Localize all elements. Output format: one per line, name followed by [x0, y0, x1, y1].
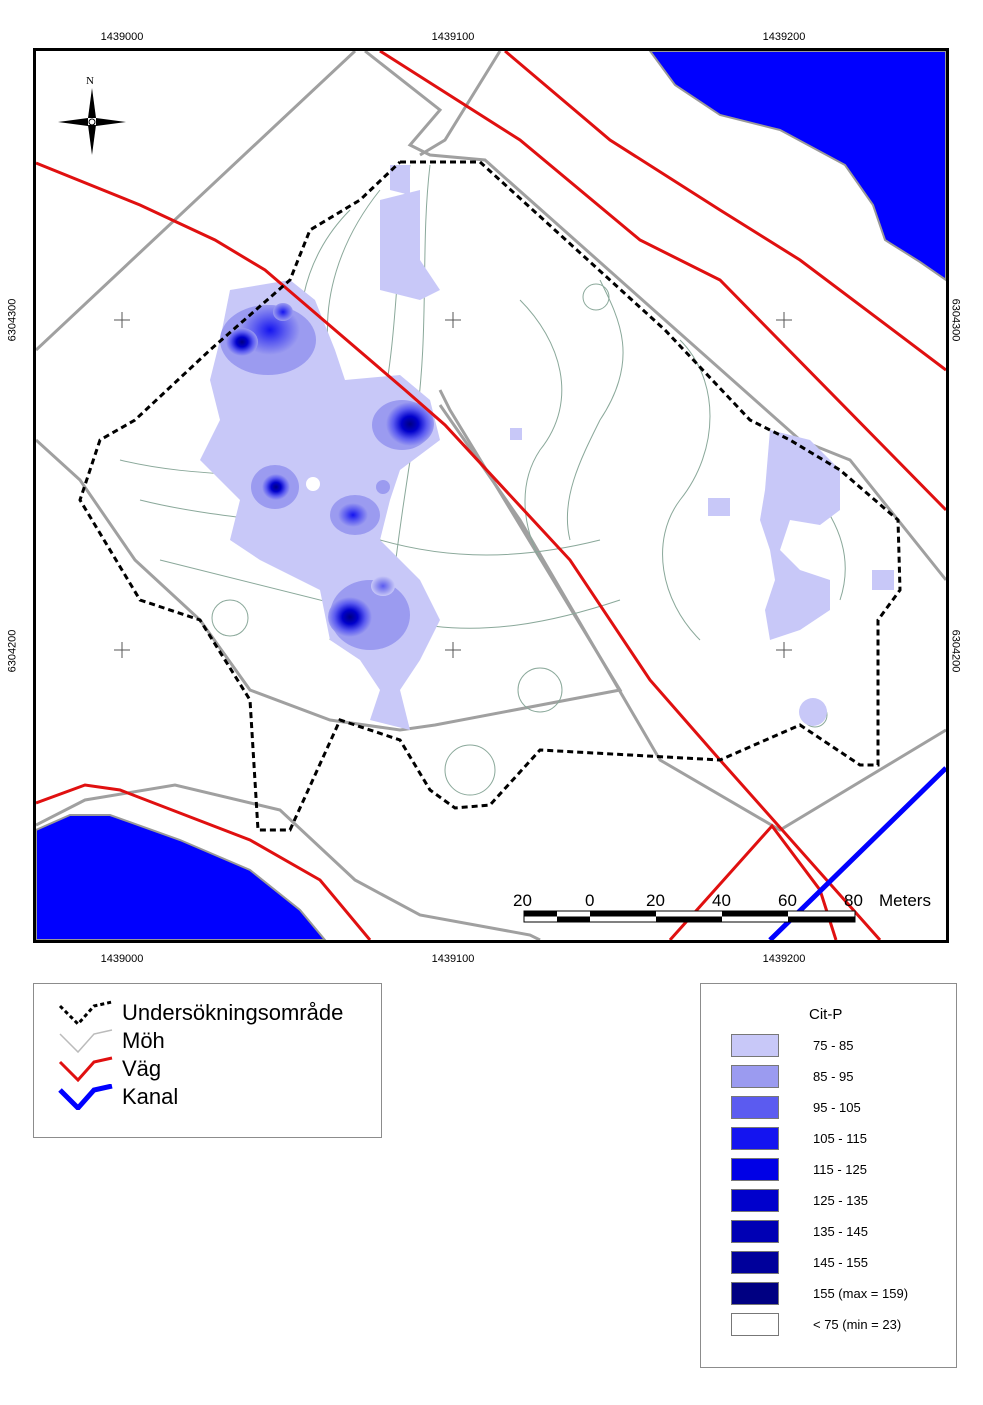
coord-left-1: 6304300: [6, 298, 19, 342]
cit-p-class-swatch: [731, 1127, 779, 1150]
scale-label-60: 60: [778, 891, 797, 910]
cit-p-class-row: 145 - 155: [731, 1251, 941, 1275]
dashed-zigzag-icon: [58, 1000, 113, 1026]
coord-bottom-3: 1439200: [762, 953, 806, 965]
scale-label-0: 0: [585, 891, 595, 910]
legend-label-moh: Möh: [122, 1028, 165, 1053]
cit-p-class-label: < 75 (min = 23): [813, 1317, 902, 1332]
cit-p-legend: Cit-P 75 - 85 85 - 95 95 - 105 105 - 115 115…: [700, 983, 957, 1368]
north-arrow-icon: N: [58, 75, 126, 155]
water-body-northeast: [648, 51, 946, 282]
scale-unit-label: Meters: [879, 891, 931, 910]
scale-label-40: 40: [712, 891, 731, 910]
cit-p-class-swatch: [731, 1034, 779, 1057]
cit-p-class-label: 125 - 135: [813, 1193, 868, 1208]
cit-p-class-swatch: [731, 1251, 779, 1274]
coord-right-2: 6304200: [949, 629, 962, 673]
cit-p-class-swatch: [731, 1220, 779, 1243]
elevation-lines: [36, 51, 946, 940]
cit-p-class-swatch: [731, 1189, 779, 1212]
cit-p-class-row: 75 - 85: [731, 1034, 941, 1058]
legend-label-survey-area: Undersökningsområde: [122, 1000, 344, 1025]
grid-crosses: [114, 312, 792, 658]
cit-p-class-row: 105 - 115: [731, 1127, 941, 1151]
cit-p-class-label: 95 - 105: [813, 1100, 861, 1115]
cit-p-legend-title: Cit-P: [809, 1006, 843, 1023]
coord-top-3: 1439200: [762, 31, 806, 43]
legend-item-vag: Väg: [56, 1056, 161, 1082]
cit-p-class-label: 155 (max = 159): [813, 1286, 909, 1301]
legend-label-vag: Väg: [122, 1056, 162, 1081]
blue-zigzag-icon: [58, 1084, 113, 1110]
north-label: N: [86, 75, 94, 87]
cit-p-class-row: 125 - 135: [731, 1189, 941, 1213]
coord-left-2: 6304200: [6, 629, 19, 673]
scale-label-20-left: 20: [513, 891, 532, 910]
scale-label-80: 80: [844, 891, 863, 910]
cit-p-class-swatch: [731, 1282, 779, 1305]
cit-p-class-swatch: [731, 1158, 779, 1181]
cit-p-class-row: 95 - 105: [731, 1096, 941, 1120]
line-legend: Undersökningsområde Möh Väg Kanal: [33, 983, 382, 1138]
cit-p-class-row: 135 - 145: [731, 1220, 941, 1244]
scale-bar: [523, 910, 856, 923]
cit-p-class-row: 155 (max = 159): [731, 1282, 941, 1306]
map-frame[interactable]: N 20 0 20 40 60 80 Meters: [33, 48, 949, 943]
cit-p-class-swatch: [731, 1313, 779, 1336]
coord-bottom-2: 1439100: [431, 953, 475, 965]
map-canvas[interactable]: N: [36, 51, 946, 940]
cit-p-class-label: 115 - 125: [813, 1162, 867, 1177]
cit-p-class-row: 115 - 125: [731, 1158, 941, 1182]
scale-label-20: 20: [646, 891, 665, 910]
legend-item-kanal: Kanal: [56, 1084, 178, 1110]
coord-top-1: 1439000: [100, 31, 144, 43]
coord-bottom-1: 1439000: [100, 953, 144, 965]
cit-p-class-row: 85 - 95: [731, 1065, 941, 1089]
cit-p-class-label: 85 - 95: [813, 1069, 854, 1084]
red-zigzag-icon: [58, 1056, 113, 1082]
cit-p-class-label: 135 - 145: [813, 1224, 868, 1239]
cit-p-class-swatch: [731, 1065, 779, 1088]
water-body-southwest: [36, 814, 327, 940]
cit-p-class-label: 145 - 155: [813, 1255, 868, 1270]
cit-p-class-label: 105 - 115: [813, 1131, 867, 1146]
legend-label-kanal: Kanal: [122, 1084, 179, 1109]
cit-p-class-swatch: [731, 1096, 779, 1119]
cit-p-class-row: < 75 (min = 23): [731, 1313, 941, 1337]
grey-zigzag-icon: [59, 1029, 113, 1054]
legend-item-survey-area: Undersökningsområde: [56, 1000, 343, 1026]
coord-top-2: 1439100: [431, 31, 475, 43]
cit-p-heatmap: [200, 165, 894, 730]
cit-p-class-label: 75 - 85: [813, 1038, 854, 1053]
coord-right-1: 6304300: [949, 298, 962, 342]
legend-item-moh: Möh: [56, 1028, 165, 1054]
roads: [36, 51, 946, 940]
